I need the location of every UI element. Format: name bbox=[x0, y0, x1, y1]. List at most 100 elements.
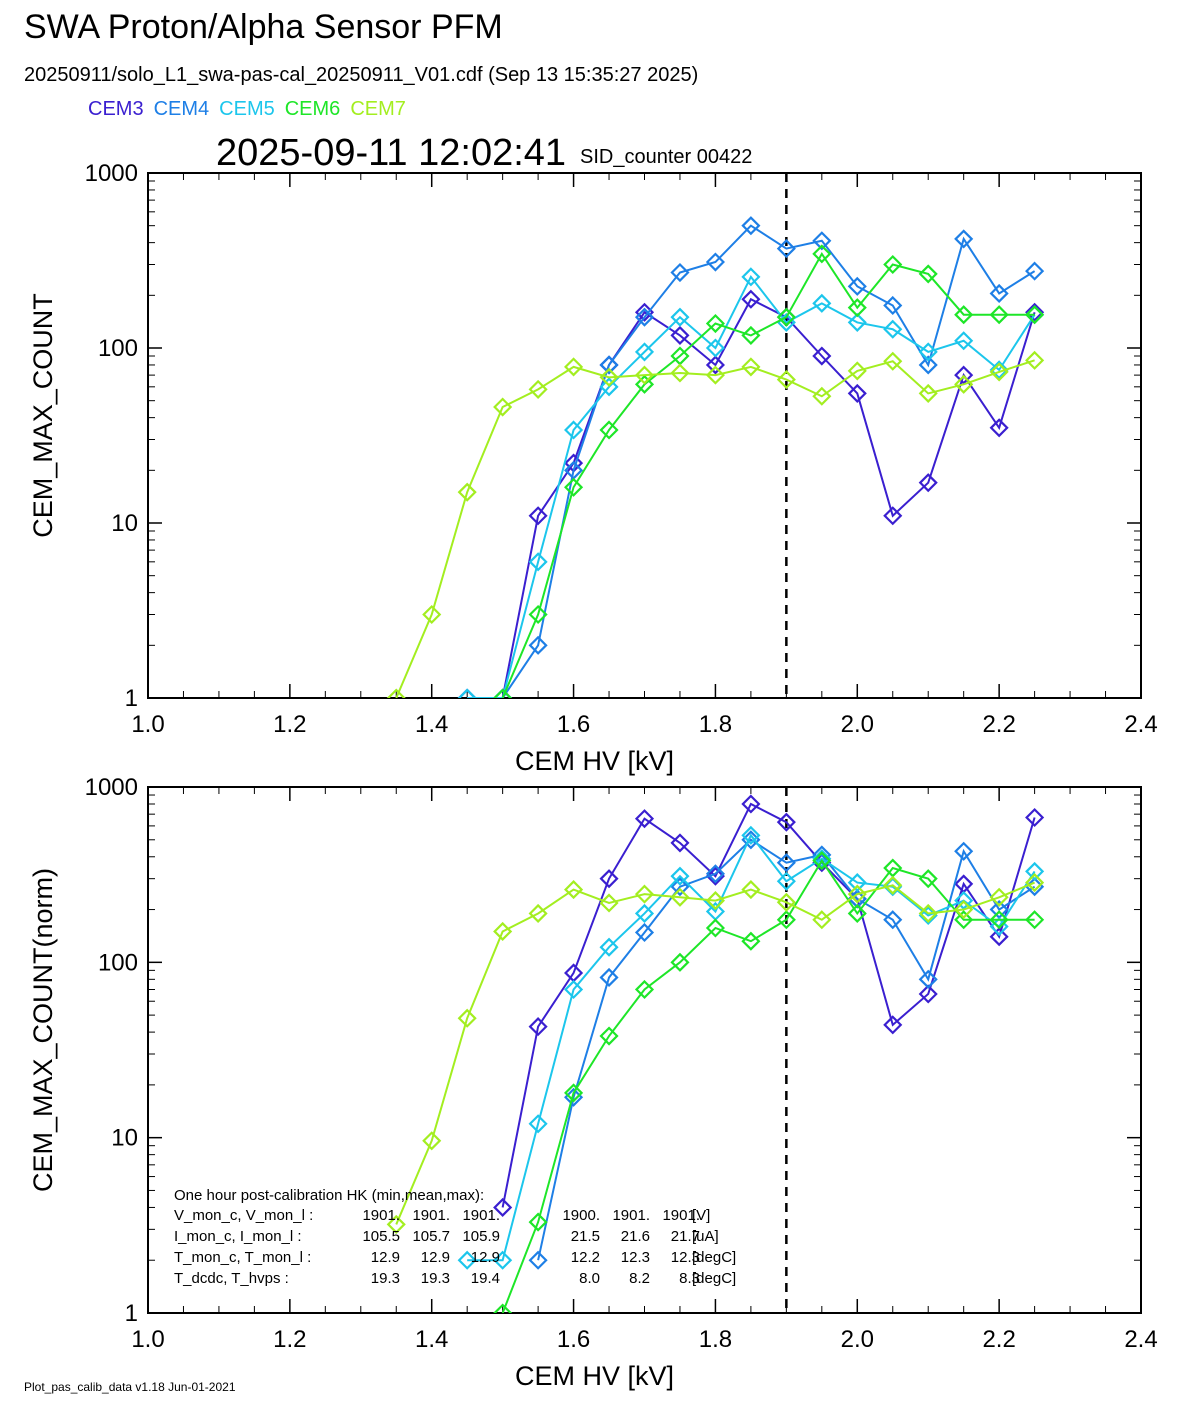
data-point-cem3 bbox=[847, 383, 867, 403]
data-point-cem6 bbox=[670, 952, 690, 972]
series-cem7 bbox=[386, 350, 1045, 698]
footer-version: Plot_pas_calib_data v1.18 Jun-01-2021 bbox=[24, 1380, 236, 1394]
data-point-cem4 bbox=[989, 283, 1009, 303]
y-axis-label: CEM_MAX_COUNT(norm) bbox=[28, 868, 58, 1192]
data-point-cem3 bbox=[989, 418, 1009, 438]
data-point-cem7 bbox=[989, 887, 1009, 907]
legend: CEM3 CEM4 CEM5 CEM6 CEM7 bbox=[88, 98, 416, 121]
data-point-cem4 bbox=[599, 967, 619, 988]
data-point-cem3 bbox=[528, 1017, 548, 1037]
data-point-cem5 bbox=[670, 307, 690, 327]
data-point-cem7 bbox=[528, 379, 548, 399]
series-line-cem7 bbox=[395, 359, 1035, 698]
hk-value: 1900. bbox=[562, 1207, 600, 1224]
y-tick-label: 1 bbox=[125, 1300, 138, 1327]
data-point-cem4 bbox=[634, 307, 655, 327]
series-cem5 bbox=[457, 825, 1045, 1270]
data-point-cem5 bbox=[812, 293, 832, 313]
data-point-cem7 bbox=[776, 370, 796, 390]
data-point-cem5 bbox=[634, 903, 655, 924]
data-point-cem3 bbox=[883, 1015, 903, 1035]
hk-value: 105.7 bbox=[412, 1228, 450, 1245]
data-point-cem6 bbox=[493, 1303, 513, 1313]
data-point-cem5 bbox=[564, 979, 584, 1000]
data-point-cem4 bbox=[705, 252, 725, 272]
data-point-cem5 bbox=[812, 849, 832, 869]
series-cem3 bbox=[457, 289, 1045, 698]
y-tick-label: 10 bbox=[111, 510, 138, 537]
series-cem6 bbox=[493, 851, 1045, 1313]
data-point-cem5 bbox=[847, 312, 867, 332]
data-point-cem7 bbox=[883, 875, 903, 895]
x-tick-label: 2.4 bbox=[1124, 711, 1157, 738]
data-point-cem7 bbox=[599, 893, 619, 913]
hk-value: 12.3 bbox=[621, 1249, 650, 1266]
hk-value: 12.3 bbox=[671, 1249, 700, 1266]
data-point-cem3 bbox=[1025, 302, 1045, 322]
data-point-cem5 bbox=[493, 1250, 513, 1270]
data-point-cem7 bbox=[564, 357, 584, 377]
data-point-cem7 bbox=[493, 397, 513, 417]
data-point-cem6 bbox=[776, 307, 796, 327]
data-point-cem3 bbox=[528, 506, 548, 526]
data-point-cem6 bbox=[954, 305, 974, 325]
hk-value: 1901. bbox=[612, 1207, 650, 1224]
sid-counter: SID_counter 00422 bbox=[580, 146, 753, 168]
series-line-cem4 bbox=[467, 224, 1036, 698]
series-cem6 bbox=[493, 244, 1045, 698]
plot-frame bbox=[147, 172, 1142, 699]
x-tick-label: 1.6 bbox=[557, 711, 590, 738]
data-point-cem4 bbox=[847, 276, 867, 296]
legend-cem6: CEM6 bbox=[284, 98, 341, 120]
x-axis-label: CEM HV [kV] bbox=[515, 746, 674, 776]
data-point-cem6 bbox=[776, 910, 796, 930]
data-point-cem7 bbox=[847, 884, 867, 904]
data-point-cem5 bbox=[847, 873, 867, 893]
data-point-cem7 bbox=[599, 367, 619, 387]
hk-value: 19.3 bbox=[421, 1270, 450, 1287]
data-point-cem3 bbox=[670, 325, 690, 345]
hk-unit: [uA] bbox=[692, 1228, 719, 1245]
hk-value: 21.5 bbox=[571, 1228, 600, 1245]
hk-unit: [degC] bbox=[692, 1249, 736, 1266]
series-line-cem4 bbox=[537, 838, 1036, 1261]
data-point-cem7 bbox=[1025, 873, 1045, 893]
data-point-cem4 bbox=[812, 231, 832, 251]
hk-value: 8.2 bbox=[629, 1270, 650, 1287]
data-point-cem4 bbox=[741, 216, 761, 236]
x-tick-label: 1.2 bbox=[273, 711, 306, 738]
data-point-cem7 bbox=[528, 903, 548, 924]
data-point-cem5 bbox=[564, 420, 584, 440]
data-point-cem4 bbox=[918, 969, 938, 989]
x-tick-label: 1.4 bbox=[415, 1326, 448, 1353]
series-line-cem7 bbox=[395, 881, 1035, 1225]
timestamp: 2025-09-11 12:02:41 bbox=[216, 132, 567, 174]
data-point-cem6 bbox=[989, 910, 1009, 930]
legend-cem3: CEM3 bbox=[88, 98, 144, 120]
data-point-cem6 bbox=[883, 254, 903, 275]
hk-value: 12.9 bbox=[371, 1249, 400, 1266]
y-tick-label: 100 bbox=[98, 949, 138, 976]
data-point-cem6 bbox=[705, 313, 725, 334]
file-subtitle: 20250911/solo_L1_swa-pas-cal_20250911_V0… bbox=[24, 64, 699, 86]
x-tick-label: 2.2 bbox=[982, 711, 1015, 738]
series-cem3 bbox=[493, 794, 1045, 1217]
data-point-cem7 bbox=[457, 1008, 477, 1028]
data-point-cem7 bbox=[493, 921, 513, 942]
data-point-cem4 bbox=[776, 239, 796, 259]
data-point-cem5 bbox=[457, 688, 477, 698]
series-line-cem5 bbox=[467, 833, 1036, 1262]
data-point-cem5 bbox=[457, 1250, 477, 1270]
x-tick-label: 1.8 bbox=[699, 711, 732, 738]
data-point-cem3 bbox=[954, 365, 974, 385]
hk-row-label: I_mon_c, I_mon_l : bbox=[174, 1228, 302, 1245]
data-point-cem4 bbox=[634, 922, 655, 943]
x-tick-label: 2.2 bbox=[982, 1326, 1015, 1353]
data-point-cem5 bbox=[741, 267, 761, 287]
x-tick-label: 2.4 bbox=[1124, 1326, 1157, 1353]
data-point-cem3 bbox=[918, 473, 938, 493]
data-point-cem5 bbox=[741, 825, 761, 845]
data-point-cem6 bbox=[634, 374, 655, 394]
data-point-cem3 bbox=[883, 506, 903, 526]
hk-row-label: T_mon_c, T_mon_l : bbox=[174, 1249, 311, 1266]
